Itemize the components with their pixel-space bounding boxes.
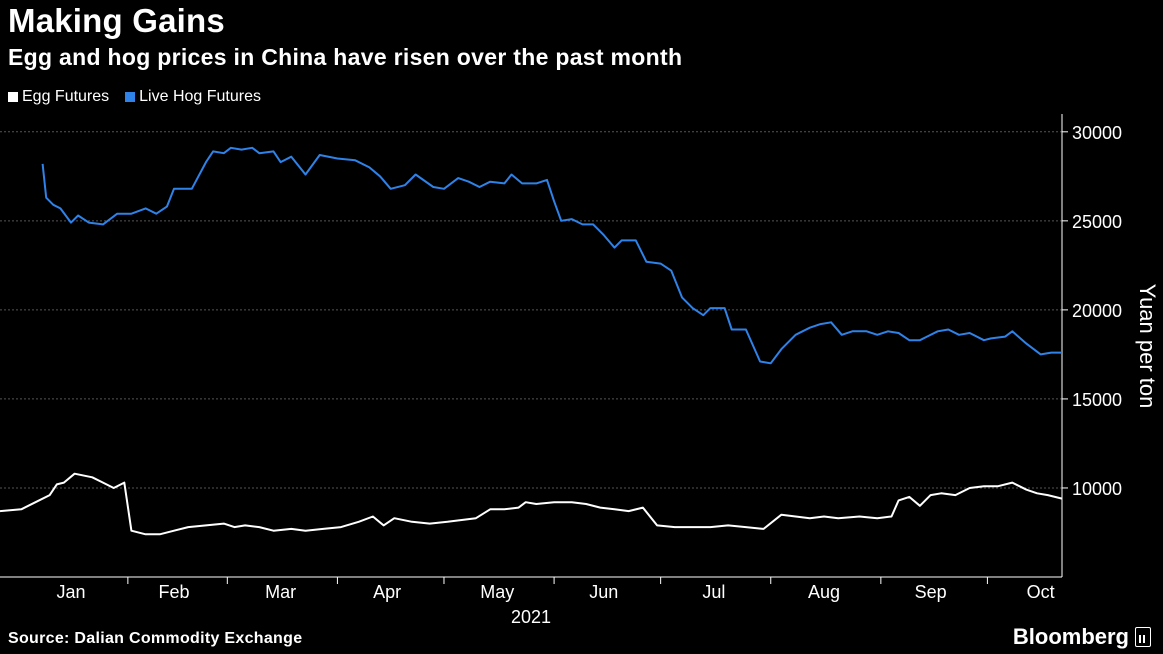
x-tick-label: Feb — [159, 582, 190, 602]
x-tick-label: Jul — [702, 582, 725, 602]
brand-name: Bloomberg — [1012, 624, 1129, 649]
y-tick-label: 30000 — [1072, 123, 1122, 143]
y-axis-label: Yuan per ton — [1135, 284, 1160, 409]
legend-item-egg: Egg Futures — [8, 88, 109, 106]
legend-label-egg: Egg Futures — [22, 88, 110, 105]
x-tick-label: Sep — [915, 582, 947, 602]
x-tick-label: Jan — [57, 582, 86, 602]
x-tick-label: Oct — [1027, 582, 1055, 602]
legend-swatch-hog — [125, 92, 136, 102]
legend-item-hog: Live Hog Futures — [125, 88, 261, 106]
x-tick-label: Aug — [808, 582, 840, 602]
chart-title: Making Gains — [8, 2, 225, 39]
brand-logo: Bloomberg — [1013, 624, 1151, 650]
chart-subtitle: Egg and hog prices in China have risen o… — [8, 44, 683, 70]
x-tick-label: May — [480, 582, 514, 602]
legend: Egg Futures Live Hog Futures — [8, 88, 261, 106]
x-tick-label: Mar — [265, 582, 296, 602]
series-line-live-hog-futures — [41, 146, 1062, 365]
series-line-egg-futures — [0, 472, 1063, 536]
source-note: Source: Dalian Commodity Exchange — [8, 630, 303, 647]
legend-swatch-egg — [8, 92, 18, 102]
legend-label-hog: Live Hog Futures — [139, 88, 261, 105]
x-tick-label: Apr — [373, 582, 401, 602]
y-tick-label: 15000 — [1072, 390, 1122, 410]
x-tick-label: Jun — [589, 582, 618, 602]
terminal-icon — [1135, 627, 1151, 647]
y-tick-label: 25000 — [1072, 212, 1122, 232]
y-tick-label: 20000 — [1072, 301, 1122, 321]
x-year-label: 2021 — [511, 607, 551, 627]
y-tick-label: 10000 — [1072, 479, 1122, 499]
